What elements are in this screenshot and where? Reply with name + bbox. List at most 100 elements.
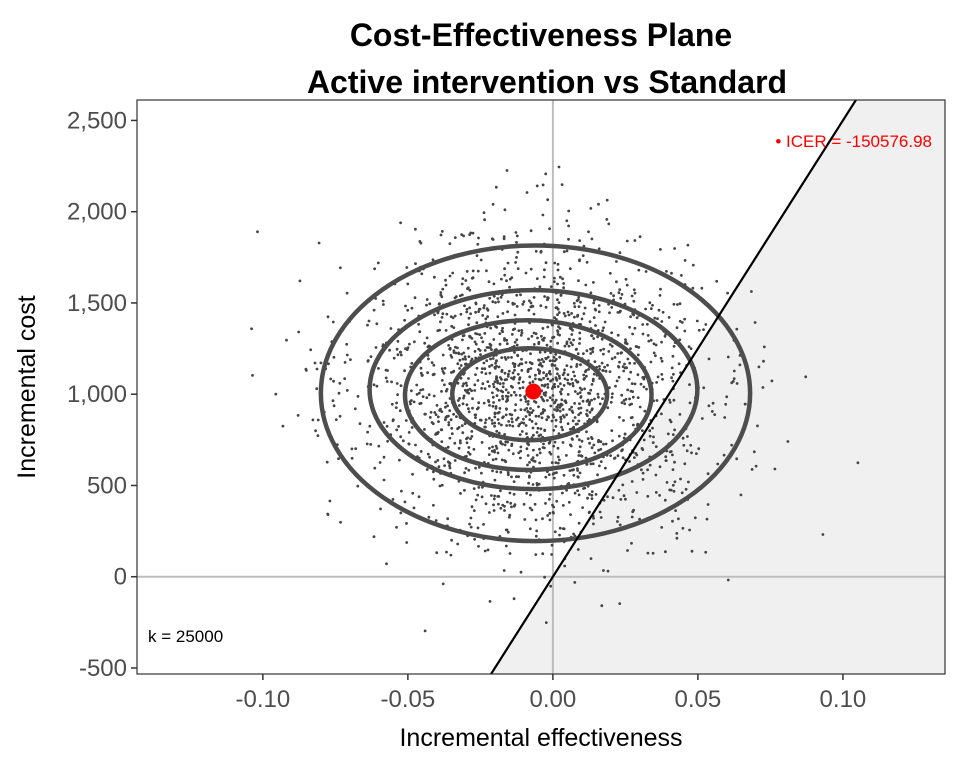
x-tick-label: -0.10	[236, 686, 291, 713]
simulation-point	[414, 227, 417, 231]
simulation-point	[565, 340, 569, 344]
simulation-point	[519, 570, 523, 574]
simulation-point	[461, 384, 465, 388]
simulation-point	[510, 417, 514, 421]
simulation-point	[527, 308, 531, 312]
simulation-point	[514, 261, 517, 264]
simulation-point	[687, 345, 691, 349]
simulation-point	[546, 298, 549, 302]
simulation-point	[618, 360, 621, 364]
simulation-point	[445, 312, 449, 316]
simulation-point	[432, 503, 435, 507]
simulation-point	[641, 448, 645, 451]
simulation-point	[508, 277, 512, 281]
simulation-point	[648, 429, 652, 433]
simulation-point	[426, 345, 430, 349]
simulation-point	[687, 480, 690, 484]
simulation-point	[477, 544, 480, 548]
simulation-point	[672, 398, 676, 402]
simulation-point	[561, 504, 565, 507]
simulation-point	[632, 423, 635, 427]
simulation-point	[497, 410, 501, 414]
simulation-point	[577, 521, 581, 525]
simulation-point	[297, 330, 301, 334]
simulation-point	[550, 387, 554, 390]
simulation-point	[625, 239, 629, 243]
simulation-point	[471, 397, 474, 401]
simulation-point	[537, 340, 541, 344]
simulation-point	[475, 321, 479, 325]
simulation-point	[651, 551, 655, 555]
simulation-point	[479, 418, 483, 422]
simulation-point	[503, 273, 507, 277]
simulation-point	[598, 402, 602, 406]
simulation-point	[730, 443, 734, 447]
simulation-point	[519, 445, 523, 449]
simulation-point	[491, 422, 494, 425]
simulation-point	[563, 564, 567, 568]
simulation-point	[390, 402, 394, 406]
simulation-point	[437, 420, 440, 423]
simulation-point	[681, 526, 685, 530]
simulation-point	[636, 396, 640, 399]
simulation-point	[452, 412, 455, 416]
simulation-point	[710, 410, 714, 413]
simulation-point	[452, 369, 456, 373]
simulation-point	[543, 295, 546, 298]
simulation-point	[573, 305, 577, 309]
simulation-point	[689, 443, 693, 447]
simulation-point	[503, 509, 506, 512]
simulation-point	[568, 326, 572, 330]
simulation-point	[429, 410, 433, 414]
simulation-point	[497, 398, 501, 402]
simulation-point	[628, 397, 631, 401]
simulation-point	[707, 404, 711, 408]
simulation-point	[482, 523, 485, 526]
simulation-point	[376, 261, 380, 265]
simulation-point	[611, 439, 614, 443]
simulation-point	[646, 334, 650, 337]
simulation-point	[618, 602, 622, 605]
simulation-point	[656, 317, 659, 321]
simulation-point	[515, 343, 519, 347]
simulation-point	[470, 357, 474, 361]
simulation-point	[473, 537, 476, 541]
simulation-point	[486, 548, 490, 552]
simulation-point	[433, 313, 436, 317]
simulation-point	[396, 339, 400, 343]
simulation-point	[682, 443, 686, 447]
simulation-point	[481, 314, 485, 317]
simulation-point	[562, 473, 566, 477]
simulation-point	[500, 368, 504, 372]
simulation-point	[551, 510, 555, 514]
simulation-point	[464, 357, 467, 361]
simulation-point	[539, 412, 543, 416]
simulation-point	[483, 332, 487, 335]
simulation-point	[366, 430, 369, 434]
simulation-point	[704, 550, 708, 554]
simulation-point	[367, 319, 371, 323]
simulation-point	[477, 307, 481, 311]
simulation-point	[494, 325, 497, 328]
simulation-point	[515, 338, 519, 342]
simulation-point	[624, 277, 628, 281]
simulation-point	[620, 449, 623, 453]
simulation-point	[590, 383, 594, 386]
simulation-point	[555, 499, 559, 503]
simulation-point	[590, 398, 593, 402]
simulation-point	[649, 360, 653, 364]
simulation-point	[469, 525, 473, 529]
simulation-point	[562, 286, 565, 290]
simulation-point	[621, 456, 625, 460]
simulation-point	[509, 501, 513, 505]
simulation-point	[426, 371, 429, 375]
simulation-point	[461, 431, 465, 435]
simulation-point	[440, 483, 444, 487]
simulation-point	[649, 307, 653, 310]
simulation-point	[597, 304, 601, 307]
simulation-point	[274, 392, 278, 396]
simulation-point	[548, 492, 552, 496]
simulation-point	[572, 473, 576, 477]
simulation-point	[534, 534, 538, 538]
